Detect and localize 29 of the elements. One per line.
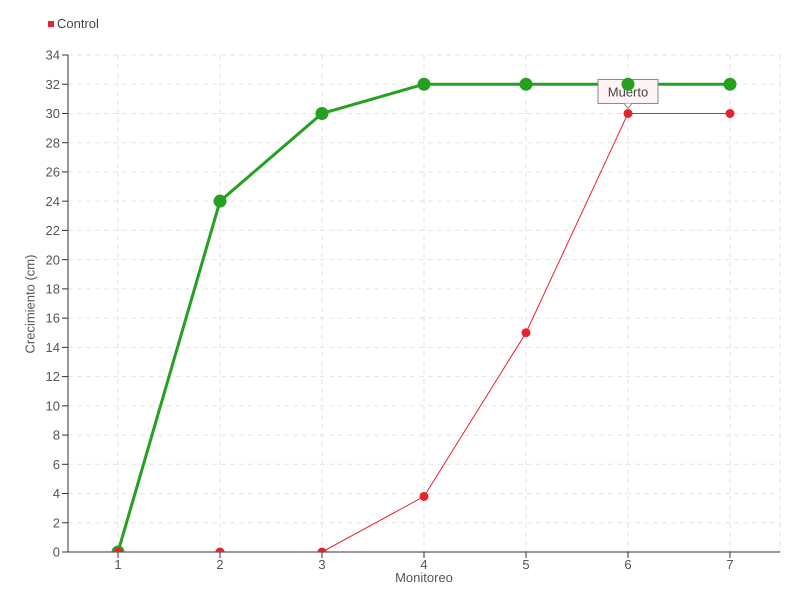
y-tick-label: 28 (46, 135, 60, 150)
x-tick-label: 3 (318, 557, 326, 572)
y-tick-label: 14 (46, 340, 60, 355)
y-tick-label: 2 (52, 515, 60, 530)
y-tick-label: 30 (46, 106, 60, 122)
y-tick-label: 20 (46, 252, 60, 268)
x-axis-title: Monitoreo (395, 570, 453, 585)
y-tick-label: 8 (52, 428, 60, 443)
x-tick-label: 6 (624, 557, 632, 572)
annotation: Muerto (608, 84, 648, 100)
y-tick-label: 4 (52, 486, 60, 502)
legend-label: Control (56, 16, 99, 31)
y-tick-label: 12 (46, 369, 60, 384)
y-tick-label: 10 (46, 398, 60, 414)
y-tick-label: 32 (46, 76, 60, 92)
y-tick-label: 34 (46, 48, 60, 63)
y-axis-title: Crecimiento (cm) (22, 254, 38, 354)
x-tick-label: 2 (216, 557, 224, 572)
y-tick-label: 0 (52, 544, 60, 560)
x-tick-label: 4 (420, 557, 428, 572)
y-tick-label: 18 (46, 281, 60, 296)
x-tick-label: 7 (726, 557, 734, 572)
x-tick-label: 5 (522, 557, 530, 572)
y-tick-label: 26 (46, 164, 60, 180)
y-tick-label: 24 (46, 194, 60, 209)
y-tick-label: 6 (52, 456, 60, 472)
y-tick-label: 16 (46, 310, 60, 326)
y-tick-label: 22 (46, 223, 60, 238)
x-tick-label: 1 (114, 557, 122, 572)
